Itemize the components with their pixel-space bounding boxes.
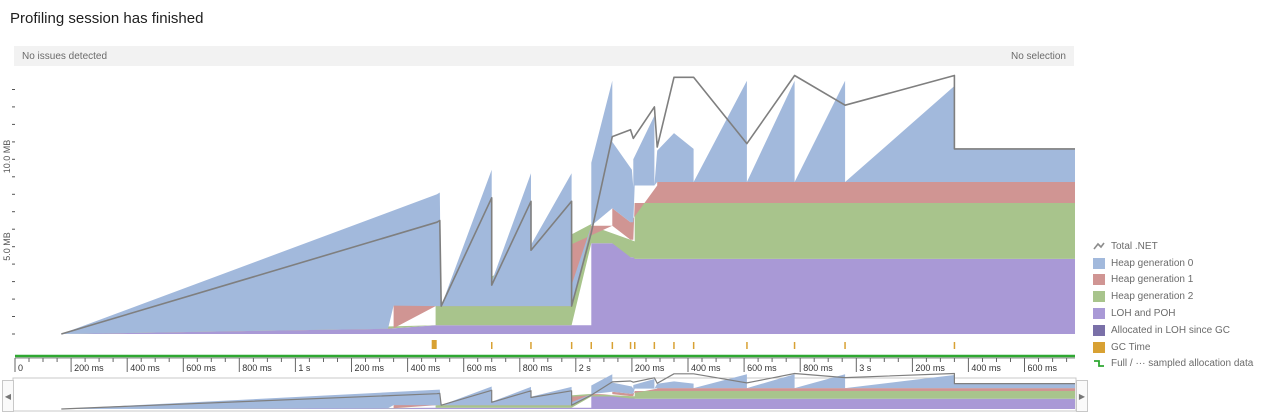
x-axis: 0 200 ms 400 ms 600 ms 800 ms 1 s 200 ms 400 ms…	[14, 354, 1075, 373]
selection-status: No selection	[1010, 51, 1066, 62]
area-swatch-icon	[1093, 324, 1105, 336]
x-tick-label: 3 s	[859, 363, 872, 373]
gc-time-mark	[634, 342, 636, 349]
overview-area-loh-and-poh	[61, 396, 1076, 409]
legend-label: LOH and POH	[1111, 308, 1176, 320]
legend-label: Heap generation 2	[1111, 291, 1194, 303]
gc-time-track	[431, 340, 956, 349]
overview-timeline	[12, 372, 1077, 412]
gc-time-mark	[431, 340, 437, 349]
x-tick-label: 600 ms	[1028, 363, 1058, 373]
y-axis: 5.0 MB 10.0 MB	[2, 89, 15, 335]
status-bar: No issues detected No selection	[14, 46, 1074, 66]
x-tick-label: 400 ms	[411, 363, 441, 373]
x-tick-label: 200 ms	[635, 363, 665, 373]
x-tick-label: 200 ms	[355, 363, 385, 373]
x-tick-label: 600 ms	[747, 363, 777, 373]
bar-swatch-icon	[1093, 341, 1105, 353]
scroll-left-button[interactable]: ◀	[2, 380, 14, 412]
main-area-loh-and-poh	[61, 243, 1076, 334]
y-tick-label: 10.0 MB	[2, 140, 12, 174]
overview-total-net-line	[61, 372, 1075, 410]
legend-gc-time[interactable]: GC Time	[1093, 339, 1253, 356]
gc-time-mark	[844, 342, 846, 349]
line-icon	[1093, 242, 1105, 250]
arrow-right-icon: ▶	[1078, 391, 1086, 401]
legend-label: Total .NET	[1111, 240, 1158, 252]
x-tick-label: 600 ms	[186, 363, 216, 373]
x-tick-label: 400 ms	[691, 363, 721, 373]
x-tick-label: 2 s	[579, 363, 592, 373]
area-swatch-icon	[1093, 257, 1105, 269]
gc-time-mark	[953, 342, 956, 349]
step-line-icon	[1094, 360, 1104, 368]
x-tick-label: 0	[18, 363, 23, 373]
gc-time-mark	[673, 342, 675, 349]
area-swatch-icon	[1093, 274, 1105, 286]
legend-heap-gen0[interactable]: Heap generation 0	[1093, 255, 1253, 272]
area-swatch-icon	[1093, 308, 1105, 320]
legend-label: Allocated in LOH since GC	[1111, 324, 1230, 336]
gc-time-mark	[793, 342, 796, 349]
legend-total-net[interactable]: Total .NET	[1093, 238, 1253, 255]
gc-time-mark	[590, 342, 592, 349]
gc-time-mark	[570, 342, 573, 349]
x-tick-label: 200 ms	[74, 363, 104, 373]
x-tick-label: 200 ms	[915, 363, 945, 373]
x-tick-label: 800 ms	[523, 363, 553, 373]
x-tick-label: 800 ms	[242, 363, 272, 373]
legend-allocated-loh[interactable]: Allocated in LOH since GC	[1093, 322, 1253, 339]
chart-legend: Total .NET Heap generation 0 Heap genera…	[1093, 238, 1253, 372]
main-total-net-line	[61, 74, 1075, 335]
x-tick-label: 400 ms	[971, 363, 1001, 373]
legend-label: Heap generation 0	[1111, 257, 1194, 269]
x-tick-label: 800 ms	[803, 363, 833, 373]
scroll-right-button[interactable]: ▶	[1076, 380, 1088, 412]
page-title: Profiling session has finished	[10, 10, 204, 27]
main-area-heap-generation-0	[61, 80, 1076, 334]
area-swatch-icon	[1093, 291, 1105, 303]
issues-status: No issues detected	[22, 51, 108, 62]
legend-label: GC Time	[1111, 341, 1151, 353]
gc-time-mark	[629, 342, 632, 349]
gc-time-mark	[491, 342, 493, 349]
gc-time-mark	[746, 342, 748, 349]
legend-heap-gen2[interactable]: Heap generation 2	[1093, 288, 1253, 305]
legend-allocation-data[interactable]: Full / ··· sampled allocation data	[1093, 356, 1253, 373]
gc-time-mark	[530, 342, 532, 349]
gc-time-mark	[653, 342, 656, 349]
x-tick-label: 600 ms	[467, 363, 497, 373]
y-tick-label: 5.0 MB	[2, 232, 12, 261]
x-tick-label: 1 s	[298, 363, 311, 373]
gc-time-mark	[611, 342, 614, 349]
x-tick-label: 400 ms	[130, 363, 160, 373]
gc-time-mark	[692, 342, 695, 349]
legend-label: Heap generation 1	[1111, 274, 1194, 286]
legend-label: Full / ··· sampled allocation data	[1111, 358, 1254, 370]
arrow-left-icon: ◀	[4, 391, 12, 401]
legend-heap-gen1[interactable]: Heap generation 1	[1093, 272, 1253, 289]
legend-loh-poh[interactable]: LOH and POH	[1093, 305, 1253, 322]
main-area-plot	[61, 74, 1076, 335]
